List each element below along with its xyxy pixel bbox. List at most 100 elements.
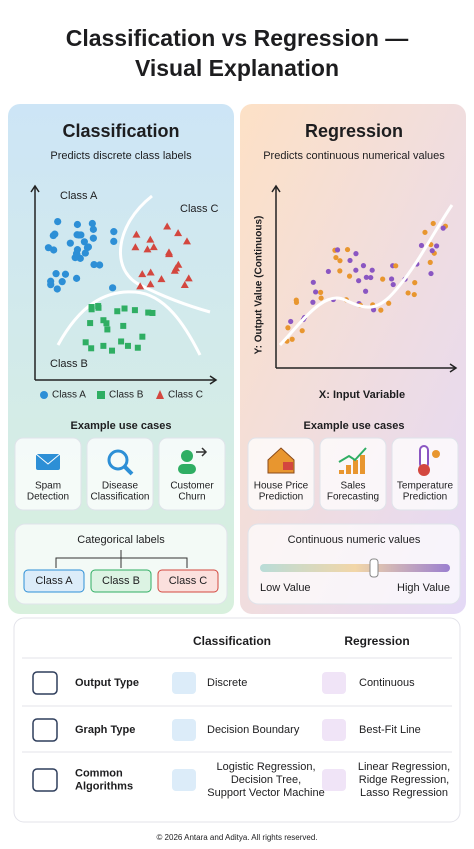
class-c-point [146,280,155,288]
regression-point [353,267,359,273]
icon [36,454,60,470]
arrow [271,184,281,193]
class-a-point [90,260,98,269]
class-a-point [75,231,83,239]
row-icon [32,718,58,742]
row-label: Algorithms [75,780,133,792]
regression-point [353,251,359,257]
class-c-point [146,268,155,276]
class-b-point [134,344,141,351]
cell: Linear Regression, [358,761,450,773]
class-a-point [89,225,97,233]
class-tag-label: Class A [35,575,73,587]
regression-point [370,307,377,313]
class-a-point [52,270,60,278]
decision-boundary [119,194,211,314]
regression-point [313,289,319,295]
slider-low: Low Value [260,582,311,594]
class-c-point [157,275,166,283]
table-header: Regression [344,634,409,648]
regression-point [318,295,324,301]
row-icon [172,769,196,791]
class-tag [90,569,152,593]
box-title: Continuous numeric values [288,534,421,546]
class-a-point [47,281,55,289]
regression-point [390,281,396,288]
class-c-point [138,270,147,278]
icon [346,465,351,474]
regression-point [337,258,343,264]
cell: Decision Tree, [231,774,301,786]
class-a-point [51,230,59,238]
class-b-point [120,322,127,329]
plot-label: Class C [180,203,219,215]
regression-point [344,246,351,253]
icon [360,455,365,474]
use-case-label: Detection [27,492,69,503]
use-case-label: Prediction [403,492,447,503]
class-c-point [149,243,158,251]
regression-point [428,270,434,277]
class-b-point [109,347,116,354]
class-c-point [146,235,155,243]
class-a-point [96,261,104,269]
class-c-point [131,243,140,251]
use-case-label: Forecasting [327,492,379,503]
use-case-label: Churn [178,492,205,503]
row-icon [322,719,346,741]
class-a-point [44,244,53,252]
class-a-point [73,246,82,254]
row-icon [32,768,58,792]
plot-label: Class A [60,190,98,202]
regression-point [386,300,392,306]
use-case-label: Disease [102,481,139,492]
regression-point [378,307,384,313]
icon [353,460,358,474]
class-c-point [174,229,183,237]
regression-point [346,273,353,279]
cell: Best-Fit Line [359,724,421,736]
class-a-point [80,238,88,246]
class-c-point [172,264,181,272]
class-b-point [104,326,111,333]
icon [123,465,134,476]
regression-point [368,274,374,281]
class-b-point [149,309,156,316]
class-a-point [89,234,97,242]
regression-point [334,247,341,253]
regression-point [289,336,295,342]
class-c-point [163,222,172,230]
row-icon [172,719,196,741]
panel-subtitle: Predicts discrete class labels [50,150,192,162]
regression-point [356,278,362,284]
use-case-label: Prediction [259,492,303,503]
regression-point [411,291,417,298]
regression-point [418,242,425,249]
class-a-point [110,228,118,236]
icon [107,449,129,471]
regression-point [325,268,331,275]
regression-point [422,229,428,235]
class-c-point [182,237,191,245]
regression-point [310,299,316,305]
class-a-point [72,274,81,282]
class-a-point [88,219,96,228]
class-a-point [110,237,118,245]
icon [418,464,430,476]
regression-point [380,276,386,282]
use-case-card [158,437,226,511]
regression-point [288,318,294,325]
class-c-point [143,245,152,253]
regression-point [430,220,436,227]
use-case-card [14,437,82,511]
class-b-point [95,303,102,310]
class-b-point [88,306,95,313]
regression-point [347,257,353,264]
cell: Logistic Regression, [216,761,315,773]
regression-point [369,267,375,273]
regression-point [363,288,369,294]
use-case-label: House Price [254,481,309,492]
x-axis-label: X: Input Variable [319,389,405,401]
class-a-point [66,239,74,247]
